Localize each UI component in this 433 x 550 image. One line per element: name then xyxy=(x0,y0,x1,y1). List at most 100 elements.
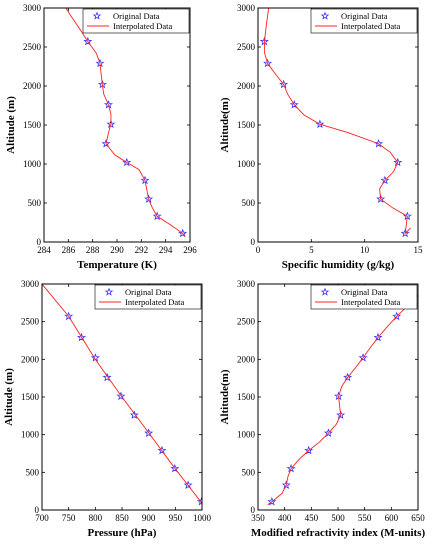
series-group xyxy=(42,284,202,506)
original-data-point xyxy=(178,228,188,238)
y-tick-label: 2500 xyxy=(21,317,40,327)
legend-star-icon xyxy=(320,287,330,296)
legend-label-interpolated: Interpolated Data xyxy=(125,297,184,307)
x-tick-label: 292 xyxy=(135,245,149,255)
original-data-point xyxy=(393,157,403,167)
x-tick-label: 700 xyxy=(35,513,49,523)
legend-box xyxy=(94,284,202,310)
chart-panel-4: 350 400 450 500 550 600 650 0 500 1000 1500 2000 250… xyxy=(219,279,425,539)
original-data-point xyxy=(101,138,111,148)
x-tick-label: 284 xyxy=(37,245,51,255)
original-data-point xyxy=(129,410,139,419)
original-data-point xyxy=(281,480,291,489)
original-data-point xyxy=(343,372,353,382)
y-tick-label: 500 xyxy=(242,467,256,477)
y-tick-label: 1000 xyxy=(21,430,40,440)
x-tick-label: 600 xyxy=(385,513,399,523)
y-tick-label: 2500 xyxy=(23,42,42,52)
x-axis-label: Modified refractivity index (M-units) xyxy=(251,527,426,539)
interpolated-data-line xyxy=(263,8,411,235)
original-data-point xyxy=(170,463,180,473)
x-tick-label: 500 xyxy=(331,513,345,523)
legend-box xyxy=(82,8,190,34)
plot-frame xyxy=(257,7,419,243)
y-tick-label: 3000 xyxy=(23,3,42,13)
legend-star-icon xyxy=(92,11,102,20)
y-tick-label: 1000 xyxy=(237,430,256,440)
original-data-point xyxy=(336,410,346,419)
y-axis-label: Altitude(m) xyxy=(219,369,231,424)
y-tick-label: 500 xyxy=(28,198,42,208)
x-tick-label: 286 xyxy=(62,245,76,255)
y-tick-label: 2500 xyxy=(237,317,256,327)
y-tick-label: 1500 xyxy=(21,392,40,402)
original-data-point xyxy=(380,175,390,185)
y-tick-label: 1000 xyxy=(23,159,42,169)
series-group xyxy=(65,8,188,238)
y-tick-label: 3000 xyxy=(237,279,256,289)
y-tick-label: 1500 xyxy=(23,120,42,130)
y-tick-label: 2000 xyxy=(21,354,40,364)
original-data-point xyxy=(304,445,314,455)
x-tick-label: 1000 xyxy=(193,513,212,523)
y-axis-label: Altitude(m) xyxy=(219,97,231,152)
legend-star-icon xyxy=(320,11,330,20)
chart-panel-3: 700 750 800 850 900 950 1000 0 500 1000 1500 2000 25… xyxy=(3,279,212,539)
y-tick-label: 3000 xyxy=(237,3,256,13)
x-tick-label: 288 xyxy=(86,245,100,255)
y-axis-label: Altitude (m) xyxy=(3,368,15,426)
original-data-point xyxy=(373,332,383,342)
x-tick-label: 550 xyxy=(358,513,372,523)
plot-frame xyxy=(257,283,419,511)
interpolated-data-line xyxy=(65,8,186,237)
legend-label-interpolated: Interpolated Data xyxy=(341,21,400,31)
legend-star-icon xyxy=(104,287,114,296)
x-tick-label: 296 xyxy=(183,245,197,255)
original-data-point xyxy=(376,194,386,203)
original-data-point xyxy=(263,58,273,68)
x-tick-label: 0 xyxy=(256,245,261,255)
y-tick-label: 500 xyxy=(242,198,256,208)
legend-box xyxy=(310,8,418,34)
original-data-point xyxy=(267,496,277,506)
original-data-point xyxy=(83,36,93,46)
original-data-point xyxy=(144,428,154,437)
y-tick-label: 500 xyxy=(26,467,40,477)
x-axis-label: Temperature (K) xyxy=(77,259,157,271)
interpolated-data-line xyxy=(267,294,418,506)
plot-frame xyxy=(41,283,203,511)
x-tick-label: 400 xyxy=(278,513,292,523)
y-tick-label: 1500 xyxy=(237,120,256,130)
x-tick-label: 950 xyxy=(169,513,183,523)
x-tick-label: 450 xyxy=(305,513,319,523)
y-axis-label: Altitude (m) xyxy=(5,96,17,154)
original-data-point xyxy=(279,79,289,89)
original-data-point xyxy=(152,211,162,221)
original-data-point xyxy=(323,428,333,437)
legend-label-original: Original Data xyxy=(341,287,388,297)
x-tick-label: 350 xyxy=(251,513,265,523)
x-tick-label: 10 xyxy=(360,245,370,255)
original-data-point xyxy=(286,463,296,473)
x-tick-label: 290 xyxy=(110,245,124,255)
original-data-point xyxy=(116,391,126,401)
y-tick-label: 0 xyxy=(35,505,40,515)
chart-panel-1: 284 286 288 290 292 294 296 0 500 1000 1500 2000 250… xyxy=(5,3,197,271)
original-data-point xyxy=(144,194,154,203)
y-tick-label: 2500 xyxy=(237,42,256,52)
x-axis-label: Specific humidity (g/kg) xyxy=(282,259,395,271)
legend-label-interpolated: Interpolated Data xyxy=(113,21,172,31)
legend-label-original: Original Data xyxy=(341,11,388,21)
original-data-point xyxy=(392,311,402,321)
y-tick-label: 1000 xyxy=(237,159,256,169)
x-tick-label: 850 xyxy=(115,513,129,523)
original-data-point xyxy=(358,353,368,362)
original-data-point xyxy=(289,99,299,109)
plot-frame xyxy=(43,7,191,243)
chart-panel-2: 0 5 10 15 0 500 1000 1500 2000 2500 3000 Specific h… xyxy=(219,3,423,271)
x-tick-label: 800 xyxy=(89,513,103,523)
